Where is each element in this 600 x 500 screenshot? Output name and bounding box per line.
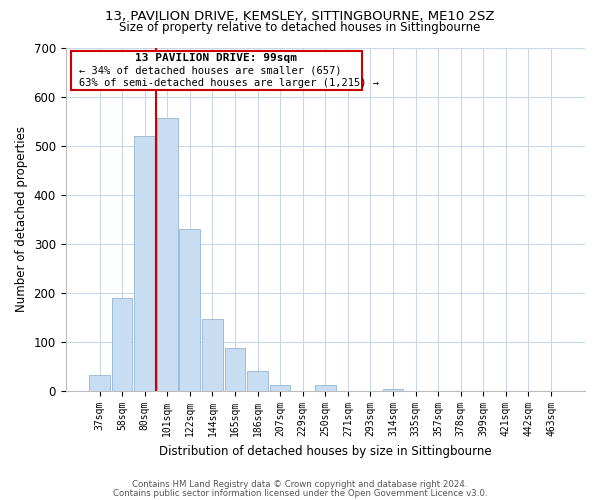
Bar — [247, 371, 268, 391]
Bar — [383, 388, 403, 391]
FancyBboxPatch shape — [71, 51, 362, 90]
Bar — [224, 348, 245, 391]
Text: ← 34% of detached houses are smaller (657): ← 34% of detached houses are smaller (65… — [79, 66, 341, 76]
Text: Contains HM Land Registry data © Crown copyright and database right 2024.: Contains HM Land Registry data © Crown c… — [132, 480, 468, 489]
Text: Size of property relative to detached houses in Sittingbourne: Size of property relative to detached ho… — [119, 21, 481, 34]
Bar — [157, 118, 178, 391]
Bar — [202, 319, 223, 391]
Text: 63% of semi-detached houses are larger (1,215) →: 63% of semi-detached houses are larger (… — [79, 78, 379, 88]
Text: Contains public sector information licensed under the Open Government Licence v3: Contains public sector information licen… — [113, 488, 487, 498]
Bar — [89, 375, 110, 391]
Bar — [270, 386, 290, 391]
Text: 13, PAVILION DRIVE, KEMSLEY, SITTINGBOURNE, ME10 2SZ: 13, PAVILION DRIVE, KEMSLEY, SITTINGBOUR… — [105, 10, 495, 23]
Bar — [315, 386, 335, 391]
Bar — [112, 298, 133, 391]
Y-axis label: Number of detached properties: Number of detached properties — [15, 126, 28, 312]
Text: 13 PAVILION DRIVE: 99sqm: 13 PAVILION DRIVE: 99sqm — [135, 52, 297, 62]
Bar — [134, 136, 155, 391]
Bar — [179, 229, 200, 391]
X-axis label: Distribution of detached houses by size in Sittingbourne: Distribution of detached houses by size … — [159, 444, 491, 458]
